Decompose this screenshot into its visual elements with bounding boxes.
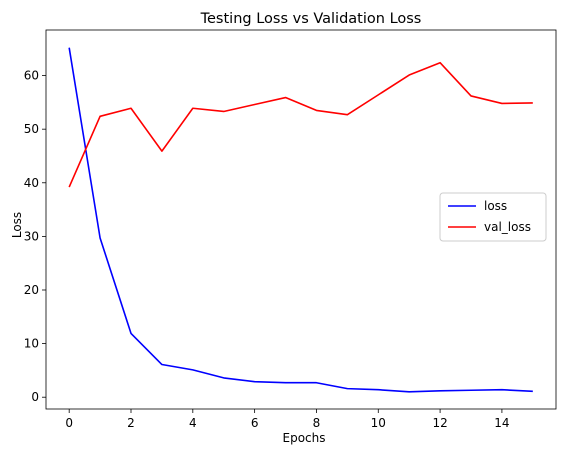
y-tick-label: 0 [31,390,39,404]
y-tick-label: 30 [24,229,39,243]
x-axis-label: Epochs [283,431,326,445]
y-axis-label: Loss [10,212,24,238]
y-axis: 0 10 20 30 40 50 60 [24,69,46,404]
y-tick-label: 10 [24,337,39,351]
x-tick-label: 10 [371,416,386,430]
plot-frame [45,29,557,410]
x-tick-label: 2 [127,416,135,430]
x-tick-label: 6 [251,416,259,430]
legend-label-loss: loss [484,199,507,213]
x-tick-label: 8 [313,416,321,430]
x-tick-label: 0 [65,416,73,430]
series-layer [68,47,533,393]
y-tick-label: 20 [24,283,39,297]
x-tick-label: 14 [494,416,509,430]
series-line-val-loss [68,61,533,188]
legend-label-val-loss: val_loss [484,220,531,234]
legend: loss val_loss [439,192,547,242]
x-tick-label: 4 [189,416,197,430]
x-axis: 0 2 4 6 8 10 12 14 [65,409,510,430]
x-tick-label: 12 [432,416,447,430]
y-tick-label: 60 [24,69,39,83]
legend-box [439,192,547,242]
y-tick-label: 40 [24,176,39,190]
y-tick-label: 50 [24,122,39,136]
chart-title: Testing Loss vs Validation Loss [200,11,422,27]
series-line-loss [68,47,533,393]
